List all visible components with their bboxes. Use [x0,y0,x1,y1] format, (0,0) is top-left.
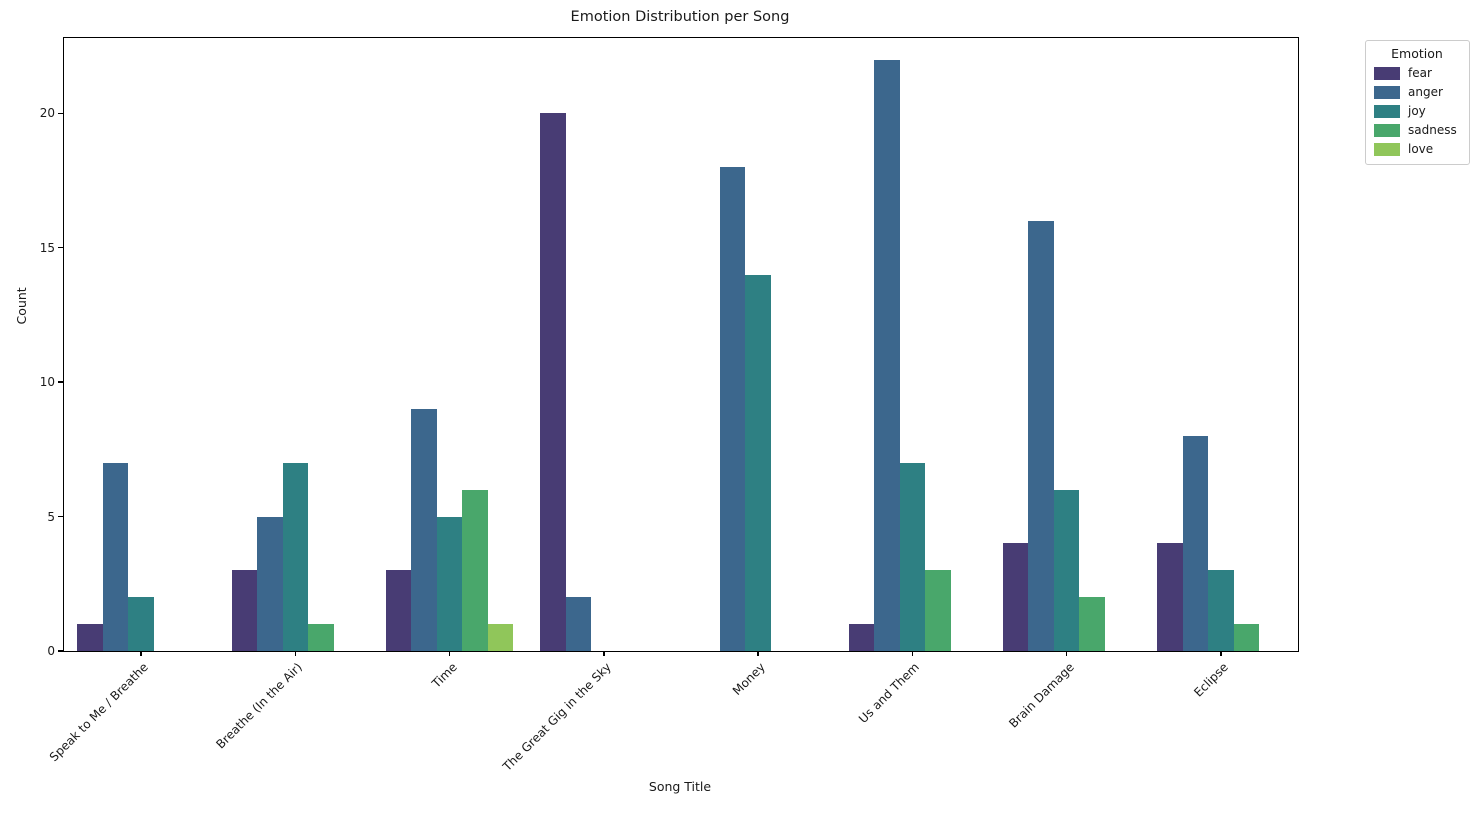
y-tick-label: 15 [39,240,55,255]
bar-anger-7 [1182,435,1209,651]
y-tick-mark [57,515,63,518]
bar-anger-1 [257,516,283,651]
legend-item-sadness: sadness [1374,123,1460,137]
bar-joy-4 [745,274,771,651]
bar-joy-6 [1053,489,1080,651]
joy-color-swatch [1374,104,1400,118]
legend-item-love: love [1374,142,1460,156]
y-tick-mark [57,381,63,383]
legend: Emotion fear anger joy sadness love [1365,40,1470,165]
fear-color-swatch [1374,66,1400,80]
x-tick-mark [1220,651,1222,656]
bar-fear-0 [77,624,103,651]
bar-anger-4 [719,167,746,651]
bar-fear-3 [540,113,566,651]
bar-sadness-1 [308,624,334,651]
y-tick-mark [57,112,63,114]
bar-fear-6 [1002,543,1029,651]
legend-label-fear: fear [1408,66,1432,80]
bar-fear-7 [1157,543,1183,651]
bar-joy-7 [1208,570,1234,651]
x-axis-label: Song Title [648,779,712,794]
x-tick-mark [448,651,451,656]
bar-fear-1 [231,570,258,651]
bar-joy-1 [282,462,309,651]
y-tick-mark [57,247,63,249]
bar-joy-0 [128,597,154,651]
anger-color-swatch [1374,85,1400,99]
bar-anger-0 [102,462,129,651]
x-tick-mark [603,651,605,656]
bar-anger-6 [1028,220,1054,651]
legend-label-joy: joy [1408,104,1426,118]
legend-label-anger: anger [1408,85,1443,99]
legend-item-anger: anger [1374,85,1460,99]
y-tick-label: 0 [47,644,55,658]
bar-sadness-5 [925,570,951,651]
y-tick-label: 20 [39,106,55,121]
sadness-color-swatch [1374,123,1400,137]
bar-joy-2 [436,516,463,651]
x-tick-mark [757,651,759,656]
x-tick-mark [294,651,297,656]
bar-fear-2 [385,570,412,651]
bar-sadness-2 [462,489,488,651]
y-tick-mark [57,650,63,652]
bar-sadness-7 [1233,624,1260,651]
love-color-swatch [1374,142,1400,156]
bar-joy-5 [899,462,926,651]
legend-label-love: love [1408,142,1434,156]
legend-label-sadness: sadness [1408,123,1457,137]
bar-anger-2 [411,409,437,651]
bar-anger-5 [874,59,900,651]
legend-item-fear: fear [1374,66,1460,80]
chart-title: Emotion Distribution per Song [570,9,790,25]
x-tick-mark [140,651,142,656]
bar-anger-3 [565,597,592,651]
y-tick-label: 5 [47,509,55,524]
bar-love-2 [487,624,514,651]
y-axis-label: Count [14,287,29,325]
x-tick-mark [911,651,914,656]
plot-area: 0 5 10 15 20 Speak to Me / Breathe Breathe (In… [40,37,1299,774]
bar-sadness-6 [1079,597,1105,651]
y-tick-label: 10 [39,375,55,390]
x-tick-mark [1065,651,1068,656]
legend-item-joy: joy [1374,104,1460,118]
legend-title: Emotion [1391,46,1443,61]
bar-fear-5 [848,624,875,651]
